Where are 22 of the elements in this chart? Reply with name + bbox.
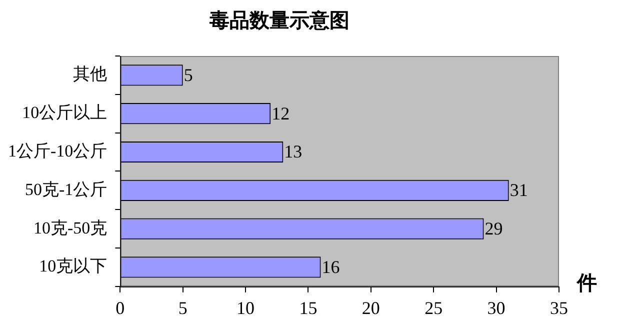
x-tick-label: 5: [178, 298, 188, 318]
data-label: 12: [272, 103, 290, 124]
y-tick-label: 50克-1公斤: [24, 180, 108, 199]
y-tick-label: 10公斤以上: [22, 103, 108, 122]
x-tick-label: 35: [550, 298, 568, 318]
x-tick-label: 15: [299, 298, 318, 318]
data-label: 29: [484, 218, 503, 239]
x-tick-label: 10: [236, 298, 255, 318]
x-tick-label: 20: [362, 298, 380, 318]
x-tick-label: 30: [487, 298, 506, 318]
data-label: 16: [322, 256, 340, 277]
data-label: 13: [284, 142, 302, 162]
y-tick-label: 1公斤-10公斤: [8, 141, 108, 160]
data-label: 5: [184, 64, 193, 85]
chart-title: 毒品数量示意图: [208, 9, 350, 32]
x-axis-title: 件: [576, 272, 597, 295]
y-tick-label: 10克-50克: [33, 218, 108, 238]
y-tick-label: 10克以下: [39, 256, 108, 276]
y-tick-label: 其他: [73, 64, 108, 84]
x-tick-label: 25: [424, 298, 443, 318]
x-tick-label: 0: [116, 298, 125, 318]
data-label: 31: [510, 180, 528, 200]
